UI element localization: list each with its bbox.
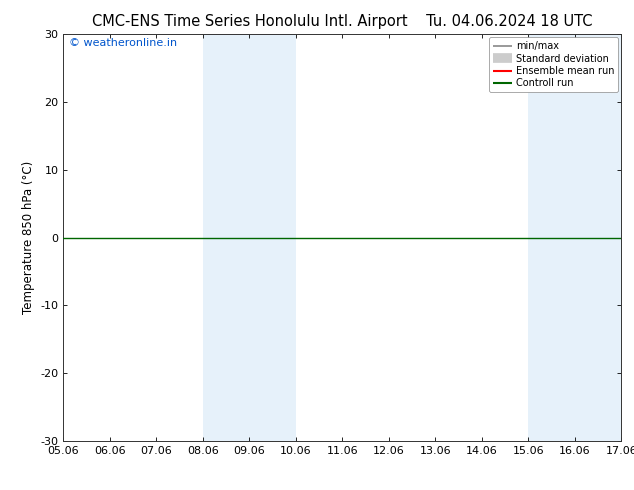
Bar xyxy=(249,34,296,441)
Title: CMC-ENS Time Series Honolulu Intl. Airport    Tu. 04.06.2024 18 UTC: CMC-ENS Time Series Honolulu Intl. Airpo… xyxy=(92,14,593,29)
Text: © weatheronline.in: © weatheronline.in xyxy=(69,38,177,49)
Y-axis label: Temperature 850 hPa (°C): Temperature 850 hPa (°C) xyxy=(22,161,35,314)
Bar xyxy=(528,34,575,441)
Bar xyxy=(575,34,621,441)
Bar xyxy=(203,34,249,441)
Legend: min/max, Standard deviation, Ensemble mean run, Controll run: min/max, Standard deviation, Ensemble me… xyxy=(489,37,618,92)
